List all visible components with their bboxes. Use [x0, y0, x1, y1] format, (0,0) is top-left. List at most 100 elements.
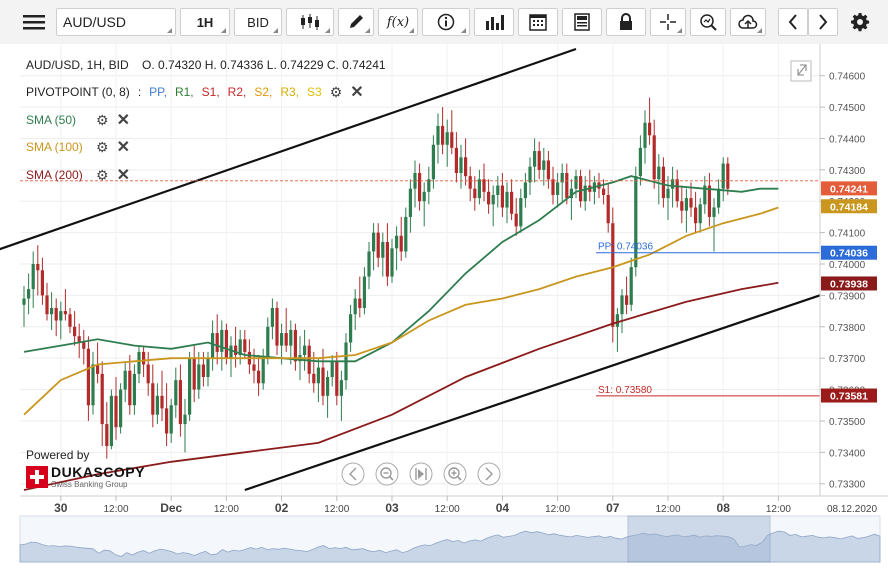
candle-body [234, 345, 238, 356]
candle-body [316, 367, 320, 384]
zoom-out-button[interactable] [375, 462, 399, 486]
candle-body [146, 364, 150, 384]
y-tick-label: 0.73500 [829, 417, 866, 428]
candle-body [31, 264, 35, 290]
report-button[interactable] [562, 8, 602, 36]
candle-body [602, 188, 606, 195]
candle-body [431, 144, 435, 180]
timeframe-selector[interactable]: 1H [180, 8, 230, 36]
draw-tool-button[interactable] [338, 8, 374, 36]
close-icon[interactable]: ✕ [116, 139, 130, 156]
zoom-button[interactable] [690, 8, 726, 36]
magnifier-chart-icon [700, 14, 717, 31]
pivot-lines: PP: 0.74036 S1: 0.73580 [596, 242, 820, 397]
brand-tagline: Swiss Banking Group [51, 480, 128, 489]
candle-body [183, 414, 187, 425]
calendar-button[interactable] [518, 8, 558, 36]
candle-body [698, 204, 702, 224]
candle-body [362, 276, 366, 308]
candle-body [477, 179, 481, 199]
price-label-box [821, 199, 877, 214]
price-side-label: BID [247, 14, 269, 30]
candle-body [349, 314, 353, 343]
candle-body [418, 172, 422, 202]
pivot-level-pp: PP, [149, 85, 167, 99]
price-chart[interactable]: PP: 0.74036 S1: 0.73580 0.74600 0.74500 0.7… [0, 44, 888, 571]
candle-body [280, 333, 284, 346]
candle-body [188, 358, 192, 415]
scroll-right-button[interactable] [808, 8, 838, 36]
candle-body [105, 424, 109, 447]
sma-line [23, 206, 779, 416]
gear-icon[interactable]: ⚙ [96, 166, 109, 183]
nav-back-button[interactable] [341, 462, 365, 486]
candle-body [119, 389, 123, 428]
candle-body [615, 314, 619, 327]
date-label: 08.12.2020 [827, 504, 877, 515]
x-tick-label: 12:00 [655, 504, 680, 515]
price-axis[interactable] [820, 44, 888, 496]
candle-body [482, 179, 486, 192]
reset-zoom-button[interactable] [409, 462, 433, 486]
symbol-selector[interactable]: AUD/USD [56, 8, 176, 36]
candle-body [59, 311, 63, 321]
chart-type-button[interactable] [286, 8, 334, 36]
candle-body [689, 198, 693, 208]
upload-button[interactable] [730, 8, 766, 36]
candle-body [491, 194, 495, 205]
sma-line [23, 281, 779, 491]
x-tick-label: 02 [275, 501, 289, 515]
candle-body [270, 307, 274, 327]
dropdown-corner-icon [365, 28, 370, 33]
dropdown-corner-icon [409, 28, 414, 33]
info-icon [437, 13, 455, 31]
candle-body [556, 182, 560, 195]
close-icon[interactable]: ✕ [350, 84, 364, 101]
candle-body [565, 172, 569, 199]
close-icon[interactable]: ✕ [116, 167, 130, 184]
price-side-selector[interactable]: BID [234, 8, 282, 36]
upper-channel-line [0, 47, 577, 251]
candle-body [142, 351, 146, 365]
candle-body [385, 242, 389, 277]
price-labels: 0.74241 0.74184 0.74036 0.73938 0.73581 [821, 181, 877, 403]
zoom-in-button[interactable] [443, 462, 467, 486]
info-button[interactable] [422, 8, 470, 36]
candle-body [657, 166, 661, 180]
candle-body [165, 408, 169, 434]
dropdown-corner-icon [167, 28, 172, 33]
candle-body [606, 194, 610, 224]
close-icon[interactable]: ✕ [116, 112, 130, 129]
candle-body [638, 147, 642, 177]
candle-body [40, 270, 44, 296]
scroll-left-button[interactable] [778, 8, 808, 36]
candle-body [63, 311, 67, 315]
menu-button[interactable] [14, 8, 54, 36]
gear-icon[interactable]: ⚙ [96, 138, 109, 155]
gear-icon[interactable]: ⚙ [329, 83, 343, 100]
branding: Powered by DUKASCOPY Swiss Banking Group [26, 448, 145, 489]
volume-button[interactable] [474, 8, 514, 36]
lock-button[interactable] [606, 8, 646, 36]
settings-button[interactable] [844, 8, 876, 36]
candle-body [395, 235, 399, 249]
crosshair-button[interactable] [650, 8, 686, 36]
maximize-icon[interactable] [790, 60, 812, 82]
indicators-button[interactable]: f(x) [378, 8, 418, 36]
candle-body [206, 358, 210, 378]
candle-body [192, 358, 196, 390]
candle-body [381, 242, 385, 258]
navigator-window[interactable] [627, 515, 771, 563]
candle-body [422, 191, 426, 202]
candle-body [261, 358, 265, 384]
candle-body [661, 166, 665, 199]
gear-icon[interactable]: ⚙ [96, 111, 109, 128]
pivot-legend: PIVOTPOINT (0, 8) : PP, R1, S1, R2, S2, … [26, 83, 364, 102]
x-tick-label: 12:00 [545, 504, 570, 515]
candle-body [114, 395, 118, 428]
dropdown-corner-icon [221, 28, 226, 33]
sma-lines [23, 175, 779, 491]
nav-forward-button[interactable] [477, 462, 501, 486]
candle-body [96, 364, 100, 374]
gear-icon [851, 13, 870, 32]
